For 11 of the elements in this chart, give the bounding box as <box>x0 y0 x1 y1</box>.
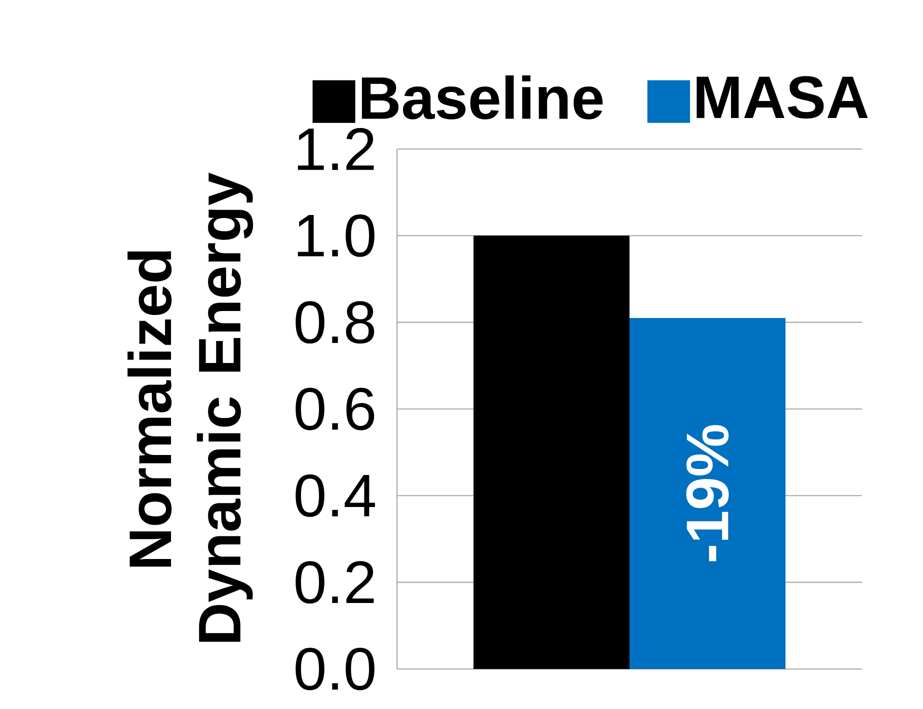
y-tick-label: 0.6 <box>296 388 374 430</box>
legend-label: MASA <box>696 76 868 119</box>
y-tick-label: 1.2 <box>298 128 374 170</box>
annotation: -19% <box>686 425 729 562</box>
y-tick-label: 0.2 <box>296 561 374 604</box>
y-tick-label: 0.4 <box>296 474 375 517</box>
y-axis-title: Normalized Dynamic Energy <box>128 172 254 642</box>
y-tick-label: 1.0 <box>298 214 374 257</box>
legend-label: Baseline <box>362 75 603 120</box>
y-tick-label: 0.8 <box>296 301 374 344</box>
y-tick-label: 0.0 <box>296 648 374 690</box>
